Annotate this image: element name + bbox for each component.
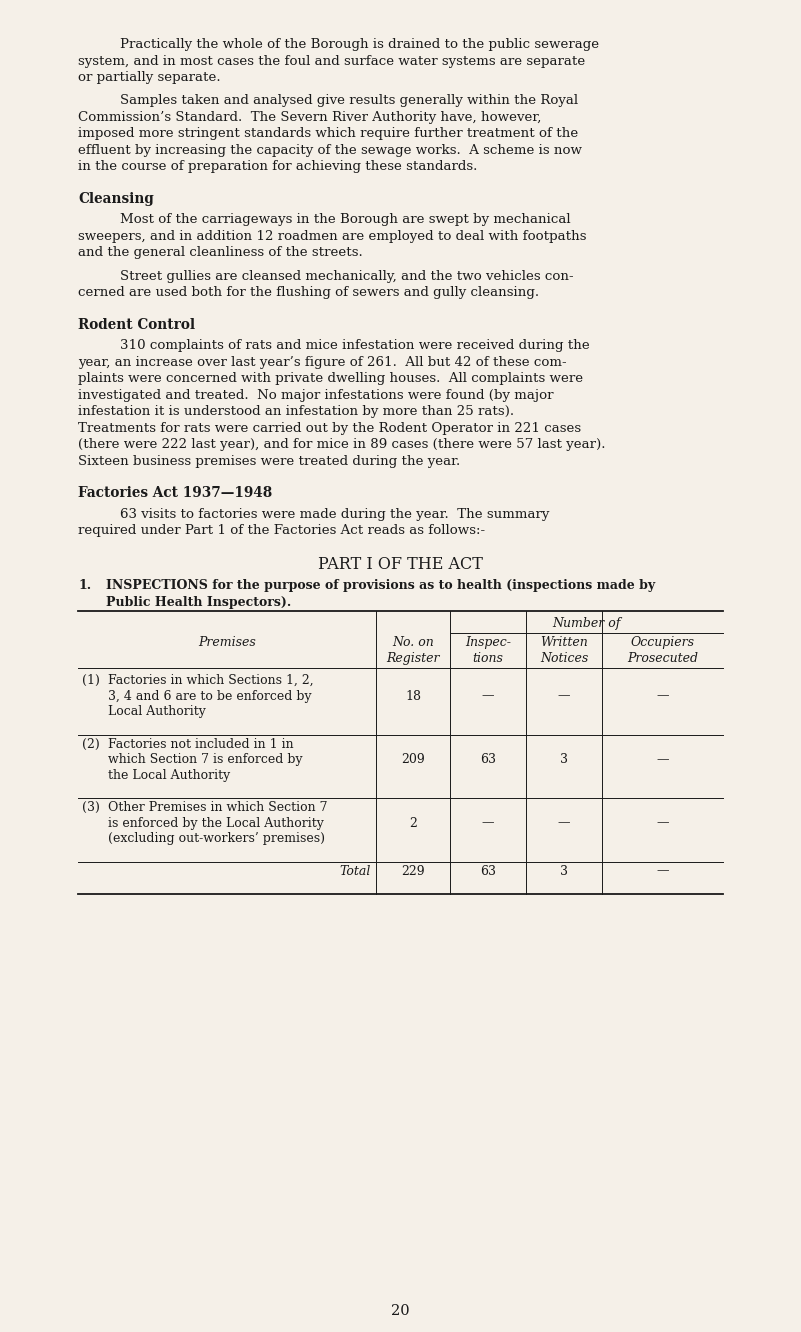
Text: Occupiers: Occupiers: [630, 635, 694, 649]
Text: Register: Register: [386, 651, 440, 665]
Text: 209: 209: [401, 753, 425, 766]
Text: 63 visits to factories were made during the year.  The summary: 63 visits to factories were made during …: [120, 507, 549, 521]
Text: (1): (1): [82, 674, 100, 687]
Text: Premises: Premises: [198, 635, 256, 649]
Text: system, and in most cases the foul and surface water systems are separate: system, and in most cases the foul and s…: [78, 55, 586, 68]
Text: Total: Total: [340, 864, 371, 878]
Text: required under Part 1 of the Factories Act reads as follows:-: required under Part 1 of the Factories A…: [78, 525, 485, 538]
Text: 63: 63: [480, 864, 496, 878]
Text: imposed more stringent standards which require further treatment of the: imposed more stringent standards which r…: [78, 128, 578, 140]
Text: sweepers, and in addition 12 roadmen are employed to deal with footpaths: sweepers, and in addition 12 roadmen are…: [78, 230, 586, 242]
Text: Factories in which Sections 1, 2,: Factories in which Sections 1, 2,: [108, 674, 314, 687]
Text: 3, 4 and 6 are to be enforced by: 3, 4 and 6 are to be enforced by: [108, 690, 312, 702]
Text: Number of: Number of: [553, 617, 621, 630]
Text: Cleansing: Cleansing: [78, 192, 154, 206]
Text: and the general cleanliness of the streets.: and the general cleanliness of the stree…: [78, 246, 363, 260]
Text: cerned are used both for the flushing of sewers and gully cleansing.: cerned are used both for the flushing of…: [78, 286, 539, 300]
Text: Prosecuted: Prosecuted: [627, 651, 698, 665]
Text: Public Health Inspectors).: Public Health Inspectors).: [106, 597, 292, 610]
Text: INSPECTIONS for the purpose of provisions as to health (inspections made by: INSPECTIONS for the purpose of provision…: [106, 579, 655, 593]
Text: Rodent Control: Rodent Control: [78, 318, 195, 332]
Text: 63: 63: [480, 753, 496, 766]
Text: (there were 222 last year), and for mice in 89 cases (there were 57 last year).: (there were 222 last year), and for mice…: [78, 438, 606, 452]
Text: —: —: [656, 753, 669, 766]
Text: tions: tions: [473, 651, 504, 665]
Text: 3: 3: [560, 753, 568, 766]
Text: Notices: Notices: [540, 651, 588, 665]
Text: —: —: [481, 690, 494, 702]
Text: Treatments for rats were carried out by the Rodent Operator in 221 cases: Treatments for rats were carried out by …: [78, 422, 581, 436]
Text: 229: 229: [401, 864, 425, 878]
Text: plaints were concerned with private dwelling houses.  All complaints were: plaints were concerned with private dwel…: [78, 373, 583, 385]
Text: effluent by increasing the capacity of the sewage works.  A scheme is now: effluent by increasing the capacity of t…: [78, 144, 582, 157]
Text: Samples taken and analysed give results generally within the Royal: Samples taken and analysed give results …: [120, 95, 578, 108]
Text: —: —: [656, 817, 669, 830]
Text: —: —: [656, 690, 669, 702]
Text: —: —: [656, 864, 669, 878]
Text: Factories not included in 1 in: Factories not included in 1 in: [108, 738, 294, 751]
Text: Factories Act 1937—1948: Factories Act 1937—1948: [78, 486, 272, 501]
Text: or partially separate.: or partially separate.: [78, 71, 220, 84]
Text: No. on: No. on: [392, 635, 434, 649]
Text: 1.: 1.: [78, 579, 91, 593]
Text: Commission’s Standard.  The Severn River Authority have, however,: Commission’s Standard. The Severn River …: [78, 111, 541, 124]
Text: (excluding out-workers’ premises): (excluding out-workers’ premises): [108, 832, 325, 844]
Text: infestation it is understood an infestation by more than 25 rats).: infestation it is understood an infestat…: [78, 405, 514, 418]
Text: —: —: [481, 817, 494, 830]
Text: year, an increase over last year’s figure of 261.  All but 42 of these com-: year, an increase over last year’s figur…: [78, 356, 566, 369]
Text: Street gullies are cleansed mechanically, and the two vehicles con-: Street gullies are cleansed mechanically…: [120, 270, 574, 282]
Text: in the course of preparation for achieving these standards.: in the course of preparation for achievi…: [78, 160, 477, 173]
Text: the Local Authority: the Local Authority: [108, 769, 230, 782]
Text: investigated and treated.  No major infestations were found (by major: investigated and treated. No major infes…: [78, 389, 553, 402]
Text: Other Premises in which Section 7: Other Premises in which Section 7: [108, 801, 328, 814]
Text: —: —: [557, 690, 570, 702]
Text: Written: Written: [540, 635, 588, 649]
Text: which Section 7 is enforced by: which Section 7 is enforced by: [108, 753, 303, 766]
Text: (2): (2): [82, 738, 100, 751]
Text: Local Authority: Local Authority: [108, 705, 206, 718]
Text: Sixteen business premises were treated during the year.: Sixteen business premises were treated d…: [78, 456, 461, 468]
Text: 18: 18: [405, 690, 421, 702]
Text: Inspec-: Inspec-: [465, 635, 511, 649]
Text: 310 complaints of rats and mice infestation were received during the: 310 complaints of rats and mice infestat…: [120, 340, 590, 353]
Text: 3: 3: [560, 864, 568, 878]
Text: —: —: [557, 817, 570, 830]
Text: is enforced by the Local Authority: is enforced by the Local Authority: [108, 817, 324, 830]
Text: (3): (3): [82, 801, 100, 814]
Text: Practically the whole of the Borough is drained to the public sewerage: Practically the whole of the Borough is …: [120, 39, 599, 51]
Text: PART I OF THE ACT: PART I OF THE ACT: [318, 555, 483, 573]
Text: Most of the carriageways in the Borough are swept by mechanical: Most of the carriageways in the Borough …: [120, 213, 570, 226]
Text: 20: 20: [391, 1304, 410, 1317]
Text: 2: 2: [409, 817, 417, 830]
